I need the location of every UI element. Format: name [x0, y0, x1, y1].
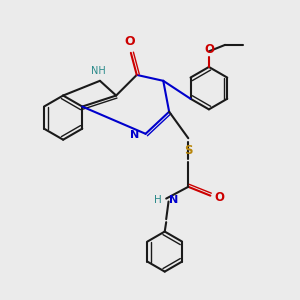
Text: O: O	[204, 43, 214, 56]
Text: H: H	[154, 195, 162, 205]
Text: NH: NH	[91, 66, 106, 76]
Text: O: O	[215, 190, 225, 204]
Text: N: N	[169, 195, 178, 205]
Text: S: S	[184, 143, 193, 157]
Text: N: N	[130, 130, 140, 140]
Text: O: O	[124, 34, 135, 47]
